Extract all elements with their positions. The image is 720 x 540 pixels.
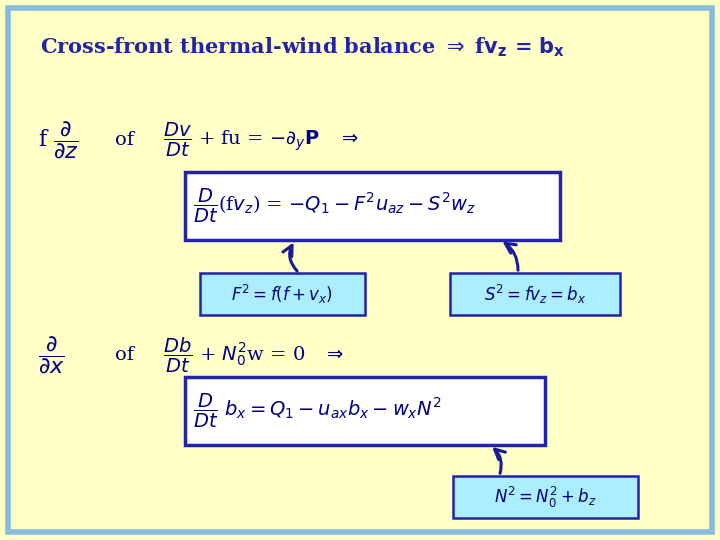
Text: of: of — [115, 131, 134, 149]
FancyBboxPatch shape — [185, 377, 545, 445]
Text: of: of — [115, 346, 134, 364]
Text: Cross-front thermal-wind balance $\Rightarrow$ f$\mathbf{v_z}$ = $\mathbf{b_x}$: Cross-front thermal-wind balance $\Right… — [40, 35, 565, 59]
Text: $\dfrac{\partial}{\partial x}$: $\dfrac{\partial}{\partial x}$ — [38, 334, 65, 376]
FancyBboxPatch shape — [200, 273, 365, 315]
Text: $F^2 = f(f + v_x)$: $F^2 = f(f + v_x)$ — [232, 282, 333, 306]
FancyBboxPatch shape — [185, 172, 560, 240]
Text: $N^2 = N_0^2 + b_z$: $N^2 = N_0^2 + b_z$ — [494, 484, 597, 510]
Text: f $\dfrac{\partial}{\partial z}$: f $\dfrac{\partial}{\partial z}$ — [38, 119, 79, 161]
FancyBboxPatch shape — [8, 8, 712, 532]
Text: $\dfrac{Db}{Dt}$ + $N_0^2$w = 0   $\Rightarrow$: $\dfrac{Db}{Dt}$ + $N_0^2$w = 0 $\Righta… — [163, 335, 344, 375]
Text: $S^2 = fv_z = b_x$: $S^2 = fv_z = b_x$ — [484, 282, 586, 306]
FancyBboxPatch shape — [453, 476, 638, 518]
Text: $\dfrac{Dv}{Dt}$ + fu = $-\partial_y\mathbf{P}$   $\Rightarrow$: $\dfrac{Dv}{Dt}$ + fu = $-\partial_y\mat… — [163, 121, 359, 159]
FancyBboxPatch shape — [450, 273, 620, 315]
Text: $\dfrac{D}{Dt}$ $b_x = Q_1 - u_{ax}b_x - w_xN^2$: $\dfrac{D}{Dt}$ $b_x = Q_1 - u_{ax}b_x -… — [193, 392, 442, 430]
Text: $\dfrac{D}{Dt}$(f$v_z$) = $-Q_1 - F^2u_{az} - S^2w_z$: $\dfrac{D}{Dt}$(f$v_z$) = $-Q_1 - F^2u_{… — [193, 187, 476, 225]
